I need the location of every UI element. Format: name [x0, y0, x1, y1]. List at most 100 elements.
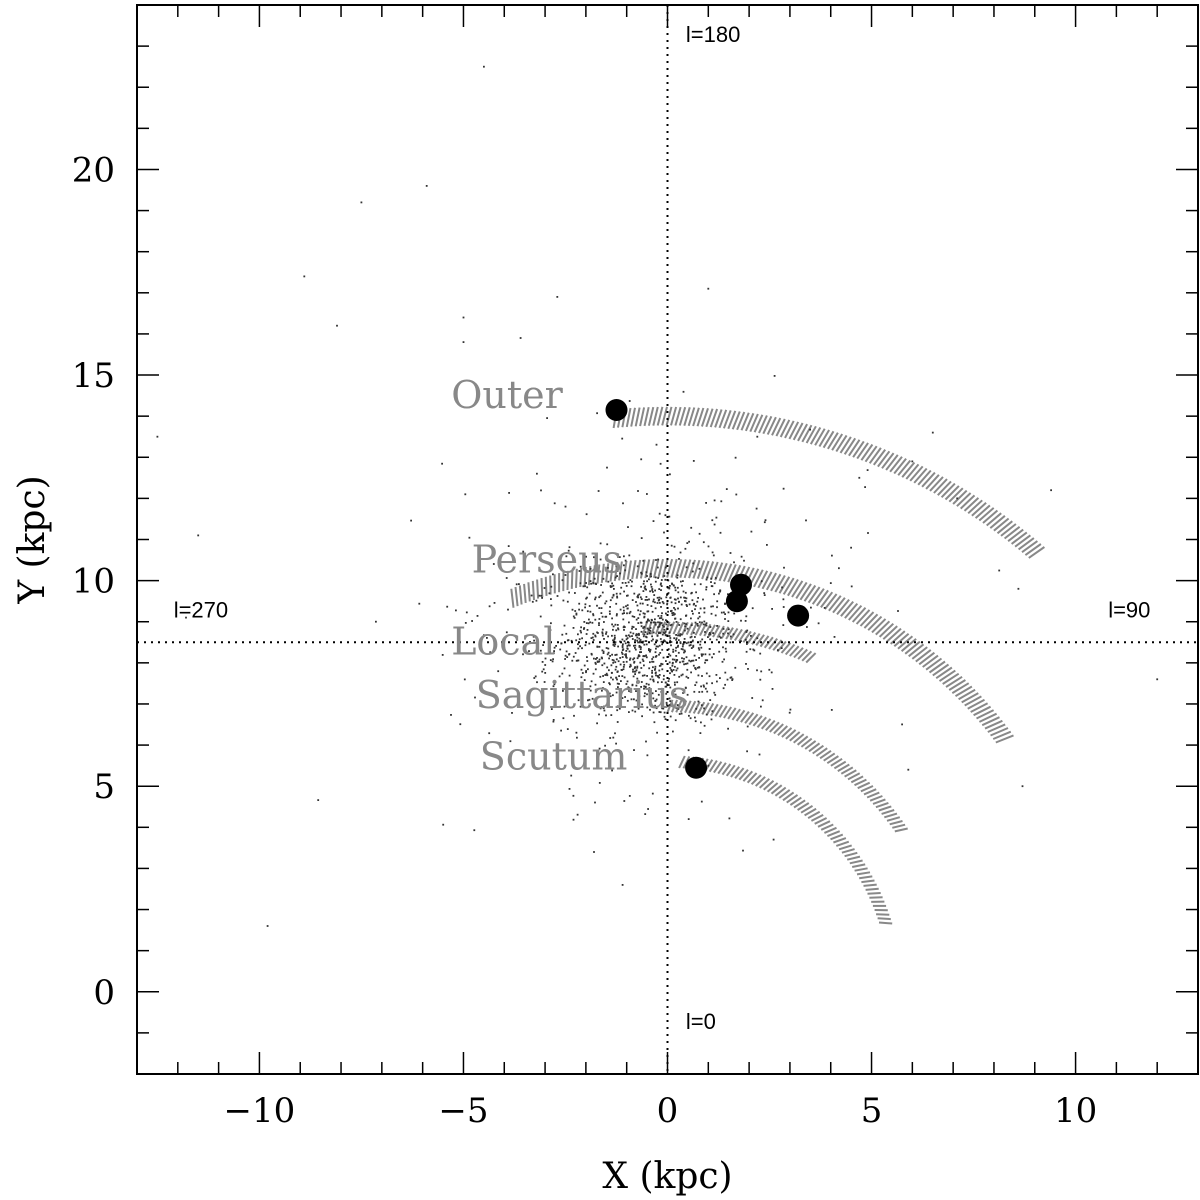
star-point [536, 472, 538, 475]
star-point [712, 632, 714, 634]
arm-segment [805, 425, 817, 444]
star-point [540, 489, 542, 492]
star-point [686, 662, 689, 665]
arm-segment [877, 917, 891, 921]
star-point [723, 658, 725, 661]
star-point [681, 645, 684, 648]
star-point [639, 651, 641, 654]
star-point [570, 639, 573, 642]
star-point [674, 649, 677, 652]
star-point [610, 714, 613, 716]
arm-segment [672, 621, 680, 635]
arm-segment [713, 761, 723, 774]
star-point [667, 610, 669, 613]
star-point [615, 629, 618, 632]
star-point [654, 700, 657, 702]
star-point [636, 657, 639, 660]
star-point [726, 678, 729, 681]
star-point [677, 644, 679, 647]
star-point [690, 624, 693, 626]
arm-segment [786, 794, 799, 804]
star-point [600, 584, 602, 586]
star-point [591, 697, 594, 700]
highlighted-points [605, 399, 810, 779]
star-point [592, 672, 595, 675]
star-point [702, 653, 704, 656]
star-point [594, 801, 596, 804]
star-point [589, 689, 592, 692]
star-point [643, 664, 645, 667]
star-point [648, 619, 650, 622]
star-point [651, 692, 654, 695]
star-point [830, 709, 833, 711]
star-point [625, 655, 627, 657]
star-point [710, 605, 713, 608]
arm-segment [875, 620, 891, 636]
star-point [643, 643, 646, 646]
star-point [533, 639, 535, 642]
star-point [641, 703, 643, 706]
star-point [694, 720, 697, 723]
star-point [623, 590, 625, 593]
star-point [462, 316, 465, 319]
star-point [676, 574, 679, 577]
star-point [664, 640, 666, 643]
star-point [655, 690, 657, 692]
star-point [678, 600, 680, 603]
star-point [631, 615, 634, 618]
star-point [704, 659, 707, 662]
star-point [1156, 678, 1159, 681]
star-point [644, 813, 647, 815]
star-point [674, 617, 676, 620]
star-point [676, 646, 679, 648]
star-point [511, 712, 513, 714]
arm-segment [583, 566, 587, 587]
star-point [658, 625, 661, 628]
star-point [780, 647, 783, 649]
star-point [901, 723, 903, 726]
arm-segment [773, 723, 784, 735]
star-point [622, 666, 625, 668]
arm-segment [818, 429, 830, 448]
arm-segment [967, 698, 985, 710]
arm-segment [570, 569, 574, 589]
arm-segment [826, 755, 839, 765]
star-point [586, 610, 589, 613]
star-point [674, 688, 676, 691]
arm-segment [736, 411, 746, 431]
star-point [622, 668, 625, 671]
star-point [563, 667, 566, 670]
star-point [651, 792, 654, 795]
star-point [592, 632, 595, 635]
star-point [632, 670, 634, 673]
star-point [636, 636, 639, 639]
star-point [640, 686, 642, 688]
star-point [648, 687, 651, 689]
star-point [764, 519, 767, 522]
star-point [685, 656, 688, 659]
star-point [604, 688, 606, 691]
star-point [638, 645, 641, 647]
star-point [637, 700, 640, 702]
arm-segment [665, 406, 673, 426]
star-point [735, 493, 738, 496]
star-point [693, 690, 696, 693]
star-point [611, 659, 614, 661]
star-point [455, 609, 457, 612]
star-point [627, 581, 630, 584]
star-point [655, 559, 657, 561]
star-point [640, 537, 643, 539]
arm-segment [694, 622, 703, 636]
star-point [733, 612, 736, 615]
star-point [630, 698, 633, 701]
star-point [629, 665, 631, 668]
star-point [753, 649, 756, 652]
star-point [650, 583, 652, 586]
star-point [681, 657, 683, 660]
star-point [654, 580, 657, 583]
arm-segment [915, 649, 932, 663]
arm-segment [793, 647, 804, 659]
star-point [583, 664, 586, 667]
star-point [654, 623, 657, 626]
arm-segment [868, 447, 882, 464]
